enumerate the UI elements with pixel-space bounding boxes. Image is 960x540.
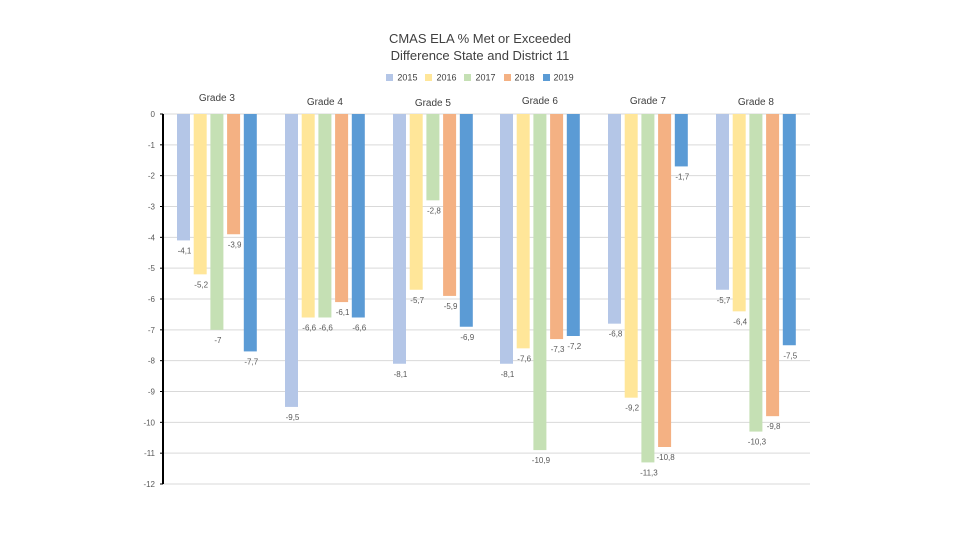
data-label: -7,2 (567, 342, 581, 351)
data-label: -8,1 (394, 370, 408, 379)
bar (243, 114, 257, 352)
legend-label: 2016 (436, 72, 457, 83)
data-label: -6,1 (336, 308, 350, 317)
bar (351, 114, 365, 318)
bar (335, 114, 349, 303)
bar (443, 114, 457, 296)
data-label: -7,3 (551, 345, 565, 354)
bar (393, 114, 406, 364)
legend-item-2017: 2017 (464, 72, 496, 83)
y-tick-label: -8 (148, 357, 156, 366)
bar (409, 114, 423, 290)
bar (608, 114, 621, 324)
legend: 2015 2016 2017 2018 2019 (0, 72, 960, 83)
bar (641, 114, 655, 463)
y-tick-label: -12 (143, 480, 155, 489)
bar (301, 114, 315, 318)
y-tick-label: -4 (148, 233, 156, 242)
bar (285, 114, 298, 407)
bar (177, 114, 190, 241)
chart-title-line1: CMAS ELA % Met or Exceeded (388, 31, 572, 46)
bar (227, 114, 241, 235)
group-label: Grade 7 (630, 96, 667, 107)
legend-item-2018: 2018 (503, 72, 535, 83)
bar (749, 114, 763, 432)
y-tick-label: -5 (148, 264, 156, 273)
group-label: Grade 3 (199, 93, 236, 104)
bar (426, 114, 440, 201)
data-label: -10,8 (656, 453, 675, 462)
data-label: -7,7 (244, 357, 258, 366)
legend-swatch (386, 74, 394, 82)
data-label: -7 (214, 336, 222, 345)
legend-label: 2015 (397, 72, 418, 83)
data-label: -6,8 (609, 330, 623, 339)
legend-label: 2019 (553, 72, 574, 83)
legend-item-2016: 2016 (425, 72, 456, 83)
data-label: -10,9 (532, 456, 551, 465)
y-tick-label: -6 (148, 295, 156, 304)
data-label: -6,6 (352, 324, 366, 333)
y-tick-label: -10 (143, 418, 155, 427)
group-label: Grade 6 (522, 96, 559, 107)
bar (674, 114, 688, 167)
data-label: -5,9 (444, 302, 458, 311)
bar (193, 114, 207, 275)
data-label: -2,8 (427, 206, 441, 215)
y-tick-label: -2 (148, 172, 156, 181)
bar (550, 114, 564, 340)
chart-title-line2: Difference State and District 11 (390, 48, 570, 63)
bar (766, 114, 780, 417)
data-label: -9,2 (625, 404, 639, 413)
data-label: -8,1 (501, 370, 515, 379)
bar (782, 114, 796, 346)
legend-swatch (503, 74, 511, 82)
group-label: Grade 8 (738, 97, 775, 108)
bar (516, 114, 530, 349)
data-label: -5,7 (410, 296, 424, 305)
y-tick-label: 0 (151, 110, 156, 119)
data-label: -6,9 (460, 333, 474, 342)
data-label: -5,7 (717, 296, 731, 305)
y-tick-label: -7 (148, 326, 156, 335)
bar (533, 114, 547, 451)
chart-title: CMAS ELA % Met or Exceeded Difference St… (0, 30, 960, 64)
bar (210, 114, 224, 330)
legend-item-2015: 2015 (386, 72, 417, 83)
bar (716, 114, 729, 290)
data-label: -4,1 (178, 246, 192, 255)
legend-swatch (464, 74, 472, 82)
y-tick-label: -9 (148, 388, 156, 397)
group-label: Grade 5 (415, 98, 452, 109)
data-label: -9,5 (286, 413, 300, 422)
data-label: -6,6 (302, 324, 316, 333)
legend-swatch (425, 74, 433, 82)
legend-label: 2017 (475, 72, 496, 83)
data-label: -7,5 (783, 351, 797, 360)
data-label: -6,6 (319, 324, 333, 333)
y-tick-label: -11 (144, 449, 156, 458)
y-tick-label: -1 (148, 141, 156, 150)
legend-swatch (542, 74, 550, 82)
data-label: -5,2 (194, 280, 208, 289)
data-label: -10,3 (748, 438, 767, 447)
bar (459, 114, 473, 327)
legend-item-2019: 2019 (542, 72, 574, 83)
bar (658, 114, 672, 447)
bar (624, 114, 638, 398)
group-label: Grade 4 (307, 97, 344, 108)
data-label: -1,7 (675, 172, 689, 181)
data-label: -7,6 (517, 354, 531, 363)
bar (566, 114, 580, 336)
bar (500, 114, 513, 364)
legend-label: 2018 (514, 72, 535, 83)
data-label: -11,3 (640, 468, 658, 477)
data-label: -9,8 (767, 422, 781, 431)
bar (318, 114, 332, 318)
data-label: -3,9 (228, 240, 242, 249)
data-label: -6,4 (733, 317, 747, 326)
y-tick-label: -3 (148, 203, 156, 212)
bar (732, 114, 746, 312)
